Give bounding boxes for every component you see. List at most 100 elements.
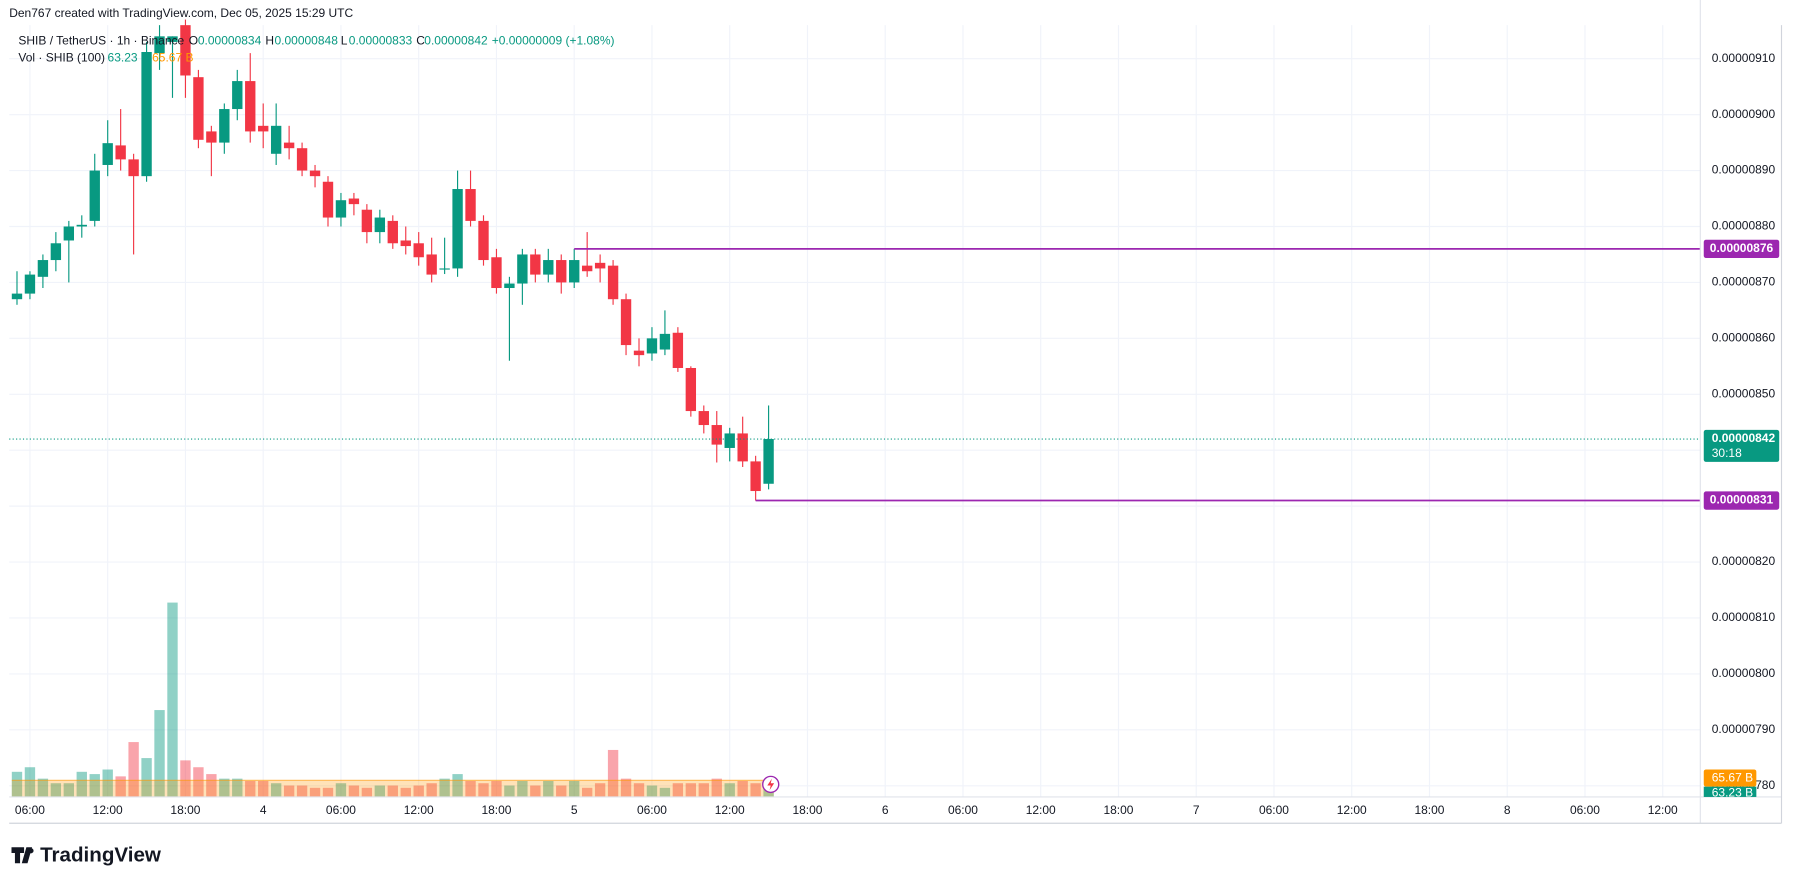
volume-bar (504, 785, 515, 797)
candle-body (258, 125, 269, 132)
volume-bar (76, 771, 87, 797)
price-badge-label: 0.00000831 (1710, 493, 1774, 507)
candle-body (180, 25, 191, 76)
volume-bar (465, 780, 476, 797)
volume-badge (1703, 786, 1757, 797)
y-tick-label: 0.00000900 (1712, 107, 1776, 121)
volume-bar (426, 783, 437, 797)
candle-body (478, 220, 489, 261)
candle-body (439, 268, 450, 270)
candle-body (530, 254, 541, 275)
candle-body (581, 265, 593, 272)
x-tick-label: 7 (1193, 803, 1200, 817)
volume-badge-label: 63.23 B (1712, 786, 1753, 800)
volume-bar (556, 785, 567, 797)
volume-bar (569, 780, 580, 797)
candle-body (154, 36, 165, 54)
volume-bar (348, 785, 360, 797)
volume-bar (180, 760, 191, 797)
x-tick-label: 12:00 (93, 803, 123, 817)
brand-logo: TradingView (11, 843, 162, 866)
volume-bar (296, 785, 308, 797)
volume-bar (154, 710, 165, 797)
volume-bar (141, 758, 152, 797)
ohlc-value: 0.00000834 (198, 33, 262, 47)
candle-body (374, 217, 386, 233)
volume-bar (322, 787, 334, 797)
ohlc-label: L (341, 33, 348, 47)
volume-bar (517, 780, 528, 797)
icon (767, 778, 775, 791)
logo-mark (28, 848, 34, 854)
volume-bar (309, 787, 321, 797)
candle-body (594, 262, 606, 269)
candle-body (128, 159, 139, 177)
grid (9, 25, 1701, 797)
candle-body (400, 240, 411, 247)
countdown: 30:18 (1712, 446, 1742, 460)
price-badge (1703, 491, 1780, 510)
candle-body (413, 243, 424, 258)
volume-bar (439, 778, 450, 797)
volume-bar (543, 780, 554, 797)
volume-ma-badge (1703, 769, 1757, 787)
volume-bar (581, 787, 593, 797)
volume-bar (452, 774, 463, 797)
candle-body (633, 350, 645, 356)
candle-body (37, 260, 49, 277)
volume-bar (750, 783, 761, 797)
volume-value: 63.23 B (108, 50, 149, 64)
y-tick-label: 0.00000910 (1712, 51, 1776, 65)
candle-body (387, 220, 398, 244)
x-tick-label: 18:00 (170, 803, 200, 817)
x-tick-label: 12:00 (1337, 803, 1367, 817)
candle-body (63, 226, 75, 241)
y-tick-label: 0.00000880 (1712, 219, 1776, 233)
volume-bar (245, 780, 256, 797)
volume-ma-area (11, 780, 774, 797)
ohlc-label: O (189, 33, 198, 47)
candle-body (24, 274, 36, 294)
brand: TradingView (40, 843, 162, 866)
x-tick-label: 18:00 (1103, 803, 1133, 817)
volume-bar (24, 767, 36, 797)
x-tick-label: 18:00 (792, 803, 822, 817)
candle-body (76, 224, 87, 227)
x-tick-label: 06:00 (15, 803, 45, 817)
price-badge-label: 0.00000876 (1710, 241, 1774, 255)
y-tick-label: 0.00000820 (1712, 554, 1776, 568)
candle-body (115, 145, 126, 160)
volume-bar (387, 785, 398, 797)
candle-body (270, 125, 282, 154)
candle-body (620, 299, 632, 346)
candle-body (569, 260, 580, 283)
volume-bar (102, 769, 113, 797)
volume-bar (361, 787, 373, 797)
candle-body (517, 254, 528, 284)
volume-bar (37, 778, 49, 797)
volume-bar (50, 783, 62, 797)
x-tick-label: 6 (882, 803, 889, 817)
symbol: SHIB / TetherUS · 1h · Binance (18, 33, 184, 47)
last-price-label: 0.00000842 (1712, 431, 1776, 445)
y-tick-label: 0.00000810 (1712, 610, 1776, 624)
volume-bar (374, 785, 386, 797)
candle-body (283, 142, 295, 149)
volume-bar (258, 780, 269, 797)
y-tick-label: 0.00000850 (1712, 386, 1776, 400)
volume-bar (607, 749, 619, 797)
candle-body (556, 260, 567, 283)
candle-body (309, 170, 321, 177)
x-tick-label: 06:00 (1570, 803, 1600, 817)
volume-bar (737, 780, 748, 797)
x-tick-label: 12:00 (1026, 803, 1056, 817)
ohlc-label: H (265, 33, 274, 47)
volume-bar (594, 783, 606, 797)
volume-title: Vol · SHIB (100) (18, 50, 105, 64)
ohlc-value: 0.00000842 (424, 33, 488, 47)
ohlc-value: 0.00000833 (349, 33, 413, 47)
last-price-badge (1703, 429, 1780, 462)
volume-bar (672, 783, 684, 797)
candle-body (543, 260, 554, 275)
